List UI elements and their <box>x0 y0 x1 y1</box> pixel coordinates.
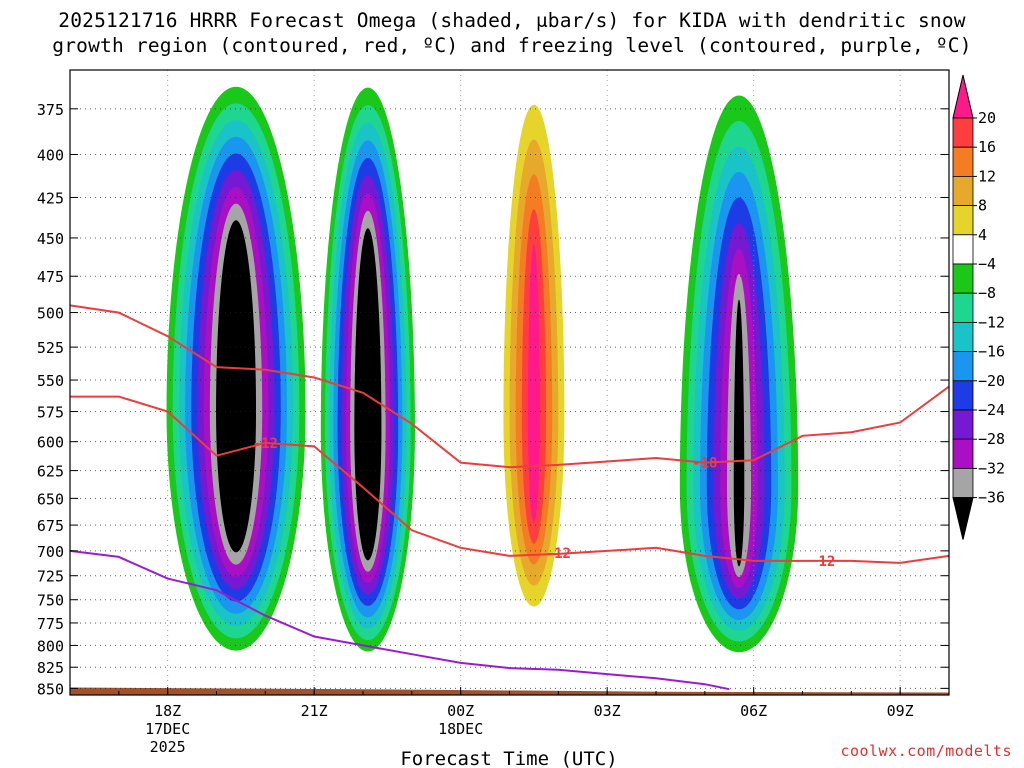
y-tick-label: 625 <box>37 463 64 481</box>
x-tick-label: 21Z <box>301 702 328 720</box>
y-tick-label: 550 <box>37 372 64 390</box>
omega-band <box>733 299 745 567</box>
x-tick-label: 00Z <box>447 702 474 720</box>
colorbar-label: 8 <box>978 197 987 215</box>
y-tick-label: 575 <box>37 404 64 422</box>
y-tick-label: 675 <box>37 517 64 535</box>
colorbar-label: −8 <box>978 284 996 302</box>
colorbar-label: 20 <box>978 109 996 127</box>
contour-line-2 <box>70 304 949 469</box>
colorbar-label: −28 <box>978 430 1005 448</box>
colorbar-segment <box>952 263 974 294</box>
contour-label: -12 <box>253 436 278 452</box>
y-tick-label: 700 <box>37 543 64 561</box>
y-tick-label: 525 <box>37 339 64 357</box>
title-line-2: growth region (contoured, red, ºC) and f… <box>52 34 972 57</box>
contour-label: -18 <box>692 456 717 472</box>
contour-labels: -12 -18 -12 12 <box>253 436 836 570</box>
omega-region-1 <box>166 86 306 651</box>
colorbar-label: 4 <box>978 226 987 244</box>
omega-band <box>216 220 257 553</box>
y-tick-label: 800 <box>37 637 64 655</box>
colorbar: 20 16 12 8 4 −4 −8 −12 −16 −20 −24 −28 −32 −36 <box>952 74 1005 540</box>
omega-band <box>527 243 540 523</box>
y-axis: 375 400 425 450 475 500 525 550 575 600 625 650 675 7… <box>37 101 949 698</box>
contour-lines <box>70 304 949 691</box>
y-tick-label: 825 <box>37 659 64 677</box>
colorbar-segment <box>952 351 974 382</box>
x-tick-label: 03Z <box>594 702 621 720</box>
y-tick-label: 425 <box>37 189 64 207</box>
y-tick-label: 775 <box>37 615 64 633</box>
y-tick-label: 375 <box>37 101 64 119</box>
colorbar-top-arrow <box>952 74 974 119</box>
colorbar-segment <box>952 380 974 411</box>
y-tick-label: 725 <box>37 568 64 586</box>
colorbar-segment <box>952 117 974 148</box>
x-tick-sublabel: 17DEC <box>145 720 190 738</box>
y-tick-label: 600 <box>37 434 64 452</box>
chart-title: 2025121716 HRRR Forecast Omega (shaded, … <box>0 8 1024 58</box>
colorbar-segment <box>952 467 974 498</box>
x-tick-label: 18Z <box>154 702 181 720</box>
colorbar-label: −4 <box>978 255 996 273</box>
y-tick-label: 750 <box>37 592 64 610</box>
x-tick-label: 06Z <box>740 702 767 720</box>
y-tick-label: 475 <box>37 268 64 286</box>
colorbar-segment <box>952 234 974 265</box>
colorbar-segment <box>952 205 974 236</box>
x-tick-label: 09Z <box>887 702 914 720</box>
x-tick-sublabel: 18DEC <box>438 720 483 738</box>
colorbar-label: −20 <box>978 372 1005 390</box>
contour-line-3 <box>70 549 730 691</box>
colorbar-segment <box>952 292 974 323</box>
contour-label: 12 <box>818 554 835 570</box>
title-line-1: 2025121716 HRRR Forecast Omega (shaded, … <box>58 9 966 32</box>
x-tick-year: 2025 <box>150 738 186 756</box>
grid-lines <box>70 70 949 695</box>
colorbar-bottom-arrow <box>952 497 974 540</box>
y-tick-label: 450 <box>37 230 64 248</box>
contour-label: -12 <box>546 546 571 562</box>
colorbar-label: 12 <box>978 167 996 185</box>
y-tick-label: 850 <box>37 680 64 698</box>
colorbar-segment <box>952 175 974 206</box>
y-tick-label: 400 <box>37 147 64 165</box>
omega-shading <box>166 86 799 653</box>
colorbar-label: −12 <box>978 313 1005 331</box>
contour-line-1 <box>70 395 949 564</box>
colorbar-label: 16 <box>978 138 996 156</box>
y-tick-label: 650 <box>37 490 64 508</box>
colorbar-segment <box>952 409 974 440</box>
omega-band <box>354 228 382 561</box>
omega-region-4 <box>679 95 799 653</box>
omega-region-2 <box>320 87 415 652</box>
y-tick-label: 500 <box>37 305 64 323</box>
colorbar-label: −16 <box>978 343 1005 361</box>
colorbar-label: −32 <box>978 459 1005 477</box>
colorbar-label: −36 <box>978 489 1005 507</box>
colorbar-segment <box>952 438 974 469</box>
credit-text: coolwx.com/modelts <box>840 742 1012 760</box>
x-axis-label: Forecast Time (UTC) <box>400 748 617 768</box>
colorbar-segment <box>952 146 974 177</box>
colorbar-label: −24 <box>978 401 1005 419</box>
colorbar-segment <box>952 321 974 352</box>
